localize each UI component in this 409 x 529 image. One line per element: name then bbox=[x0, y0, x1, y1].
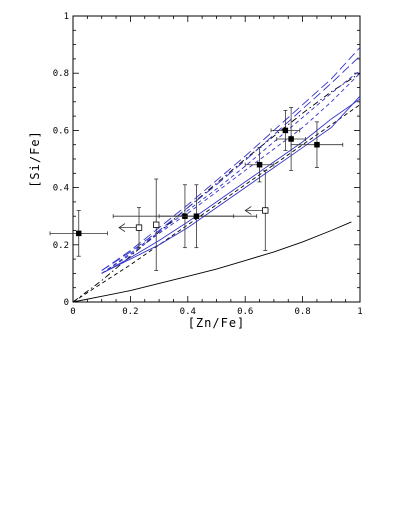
filled-point-marker bbox=[282, 127, 289, 134]
axis-ticks bbox=[72, 15, 361, 303]
x-tick-label: 0.8 bbox=[294, 307, 310, 317]
x-tick-label: 1 bbox=[357, 307, 362, 317]
open-point-marker bbox=[262, 207, 269, 214]
x-tick-label: 0.4 bbox=[180, 307, 196, 317]
model-curve-1 bbox=[72, 221, 352, 303]
open-point-marker bbox=[135, 224, 143, 231]
x-tick-label: 0.2 bbox=[122, 307, 138, 317]
model-curve-3 bbox=[72, 72, 361, 303]
model-curve-9 bbox=[101, 55, 361, 271]
model-curve-7 bbox=[101, 69, 361, 274]
y-tick-label: 0.4 bbox=[53, 184, 69, 194]
y-tick-label: 0 bbox=[64, 298, 69, 308]
y-tick-label: 0.8 bbox=[53, 69, 69, 79]
upper-limit-arrow-head bbox=[244, 206, 252, 215]
x-axis-title: [Zn/Fe] bbox=[188, 316, 246, 330]
filled-point-marker bbox=[193, 213, 200, 219]
filled-point-marker bbox=[288, 136, 294, 142]
y-tick-label: 0.6 bbox=[53, 126, 69, 136]
filled-point-marker bbox=[75, 230, 82, 237]
y-tick-label: 1 bbox=[64, 12, 69, 22]
filled-point-marker bbox=[314, 141, 320, 148]
y-axis-title: [Si/Fe] bbox=[28, 130, 42, 188]
y-tick-label: 0.2 bbox=[53, 241, 69, 251]
data-points bbox=[49, 107, 344, 271]
x-tick-label: 0.6 bbox=[237, 307, 253, 317]
tick-labels: 0 0.2 0.4 0.6 0.8 1 0 0.2 0.4 0.6 0.8 1 bbox=[53, 12, 363, 317]
model-curve-8 bbox=[101, 47, 361, 271]
model-curve-6 bbox=[101, 72, 361, 274]
open-point-marker bbox=[153, 221, 160, 228]
upper-limit-arrow-head bbox=[118, 223, 126, 232]
filled-point-marker bbox=[256, 161, 263, 168]
model-curves bbox=[72, 47, 361, 303]
model-curve-2 bbox=[72, 104, 361, 303]
x-tick-label: 0 bbox=[70, 307, 75, 317]
model-curve-4 bbox=[101, 95, 361, 274]
